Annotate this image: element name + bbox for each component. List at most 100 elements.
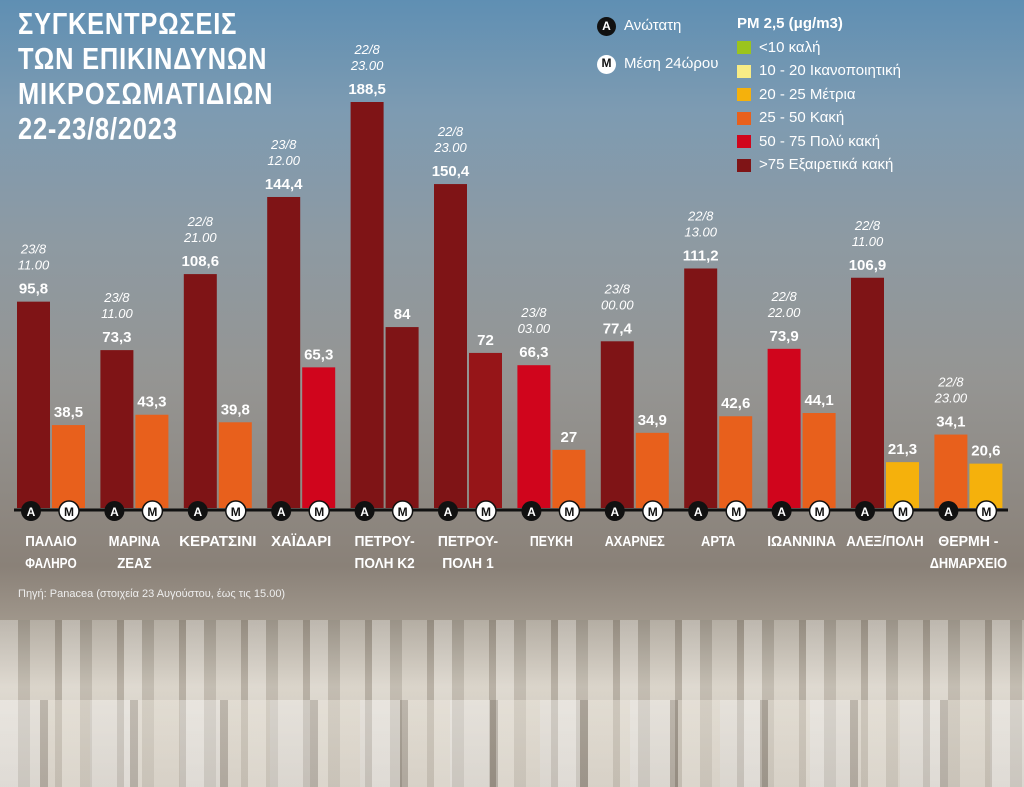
legend-avg: Μ Μέση 24ώρου — [597, 52, 718, 76]
max-marker-icon — [104, 501, 125, 521]
value-label-max: 111,2 — [683, 247, 719, 264]
legend-title: PM 2,5 (μg/m3) — [737, 15, 843, 32]
max-marker-icon — [187, 501, 208, 521]
max-time-date: 23/8 — [520, 305, 547, 320]
max-marker-letter: Α — [27, 505, 36, 519]
max-time-hour: 12.00 — [267, 153, 300, 168]
value-label-max: 73,3 — [102, 329, 131, 346]
color-legend: PM 2,5 (μg/m3) <10 καλή 10 - 20 Ικανοποιη… — [737, 12, 901, 177]
max-marker-letter: Α — [360, 505, 369, 519]
max-marker-letter: Α — [694, 505, 703, 519]
legend-swatch — [737, 135, 751, 149]
category-label: ΘΕΡΜΗ - — [938, 533, 998, 550]
legend-label: >75 Εξαιρετικά κακή — [759, 156, 894, 173]
legend-item: 50 - 75 Πολύ κακή — [737, 130, 901, 154]
max-marker-letter: Α — [277, 505, 286, 519]
max-marker-icon — [688, 501, 709, 521]
category-label: ΠΕΤΡΟΥ- — [438, 533, 498, 550]
category-label: ΧΑΪΔΑΡΙ — [271, 533, 331, 550]
legend-swatch — [737, 64, 751, 78]
max-time-hour: 23.00 — [350, 58, 384, 73]
value-label-max: 188,5 — [348, 81, 386, 98]
title-line-3: ΜΙΚΡΟΣΩΜΑΤΙΔΙΩΝ — [18, 76, 274, 111]
value-label-max: 95,8 — [19, 281, 48, 298]
max-time-date: 22/8 — [353, 42, 380, 57]
value-label-avg: 27 — [561, 429, 578, 446]
bar-avg — [52, 425, 85, 508]
max-time-hour: 23.00 — [433, 140, 467, 155]
value-label-max: 108,6 — [182, 253, 220, 270]
max-marker-icon: Α — [597, 16, 616, 36]
city-rooftops — [0, 700, 1024, 787]
max-marker-icon — [604, 501, 625, 521]
category-label: ΖΕΑΣ — [117, 555, 151, 572]
max-time-date: 23/8 — [20, 242, 47, 257]
bar-avg — [802, 413, 836, 508]
max-time-date: 22/8 — [687, 208, 714, 223]
legend-item: <10 καλή — [737, 36, 901, 60]
avg-marker-letter: Μ — [481, 505, 491, 519]
legend-label: 20 - 25 Μέτρια — [759, 85, 856, 103]
avg-marker-icon — [975, 500, 998, 522]
legend-swatch — [737, 158, 751, 172]
max-time-date: 22/8 — [187, 214, 214, 229]
value-label-max: 106,9 — [849, 257, 887, 274]
bar-avg — [635, 432, 669, 508]
bar-max — [350, 102, 384, 508]
category-label: ΑΡΤΑ — [701, 533, 736, 550]
value-label-avg: 21,3 — [888, 441, 917, 458]
value-label-avg: 39,8 — [221, 401, 250, 418]
avg-marker-letter: Μ — [147, 505, 157, 519]
max-marker-icon — [771, 501, 792, 521]
legend-swatch — [737, 41, 751, 55]
avg-marker-icon — [141, 500, 164, 522]
max-time-hour: 11.00 — [852, 234, 884, 249]
bar-max — [684, 268, 718, 508]
value-label-avg: 43,3 — [137, 394, 166, 411]
max-time-hour: 11.00 — [18, 258, 50, 273]
legend-max-label: Ανώτατη — [624, 17, 682, 34]
title-date: 22-23/8/2023 — [18, 111, 178, 146]
avg-marker-letter: Μ — [648, 505, 658, 519]
value-label-avg: 38,5 — [54, 404, 83, 421]
category-label: ΠΕΥΚΗ — [530, 533, 573, 550]
bar-max — [183, 274, 217, 508]
value-label-avg: 34,9 — [638, 412, 667, 429]
bar-max — [267, 196, 301, 508]
category-label: ΚΕΡΑΤΣΙΝΙ — [179, 533, 256, 550]
value-label-avg: 65,3 — [304, 346, 333, 363]
legend-label: <10 καλή — [759, 38, 821, 56]
max-marker-icon — [438, 501, 458, 521]
category-label: ΦΑΛΗΡΟ — [25, 555, 77, 572]
avg-marker-icon — [558, 500, 581, 522]
bar-avg — [218, 422, 252, 508]
category-label: ΑΛΕΞ/ΠΟΛΗ — [846, 533, 923, 550]
bar-avg — [469, 352, 502, 508]
max-marker-icon — [938, 501, 959, 521]
value-label-max: 34,1 — [936, 414, 965, 431]
avg-marker-icon — [58, 500, 80, 522]
bar-max — [517, 365, 551, 508]
avg-marker-letter: Μ — [981, 505, 991, 519]
max-time-hour: 13.00 — [684, 224, 717, 239]
max-marker-letter: Α — [193, 505, 202, 519]
max-time-hour: 03.00 — [518, 321, 551, 336]
legend-item: 25 - 50 Κακή — [737, 106, 901, 130]
legend-swatch — [737, 88, 751, 102]
max-time-date: 22/8 — [437, 124, 464, 139]
avg-marker-icon — [225, 500, 247, 522]
legend-avg-label: Μέση 24ώρου — [624, 55, 719, 72]
max-time-date: 23/8 — [270, 137, 297, 152]
category-label: ΠΟΛΗ Κ2 — [355, 555, 415, 572]
category-label: ΜΑΡΙΝΑ — [109, 533, 161, 550]
value-label-avg: 72 — [477, 332, 494, 349]
avg-marker-icon — [642, 500, 664, 522]
value-label-max: 77,4 — [603, 320, 633, 337]
value-label-max: 73,9 — [769, 328, 798, 345]
bar-avg — [135, 414, 169, 508]
chart-title: ΣΥΓΚΕΝΤΡΩΣΕΙΣ ΤΩΝ ΕΠΙΚΙΝΔΥΝΩΝ ΜΙΚΡΟΣΩΜΑΤ… — [18, 6, 273, 146]
avg-marker-icon — [308, 500, 330, 522]
max-marker-icon — [271, 501, 292, 521]
legend-label: 50 - 75 Πολύ κακή — [759, 132, 881, 150]
